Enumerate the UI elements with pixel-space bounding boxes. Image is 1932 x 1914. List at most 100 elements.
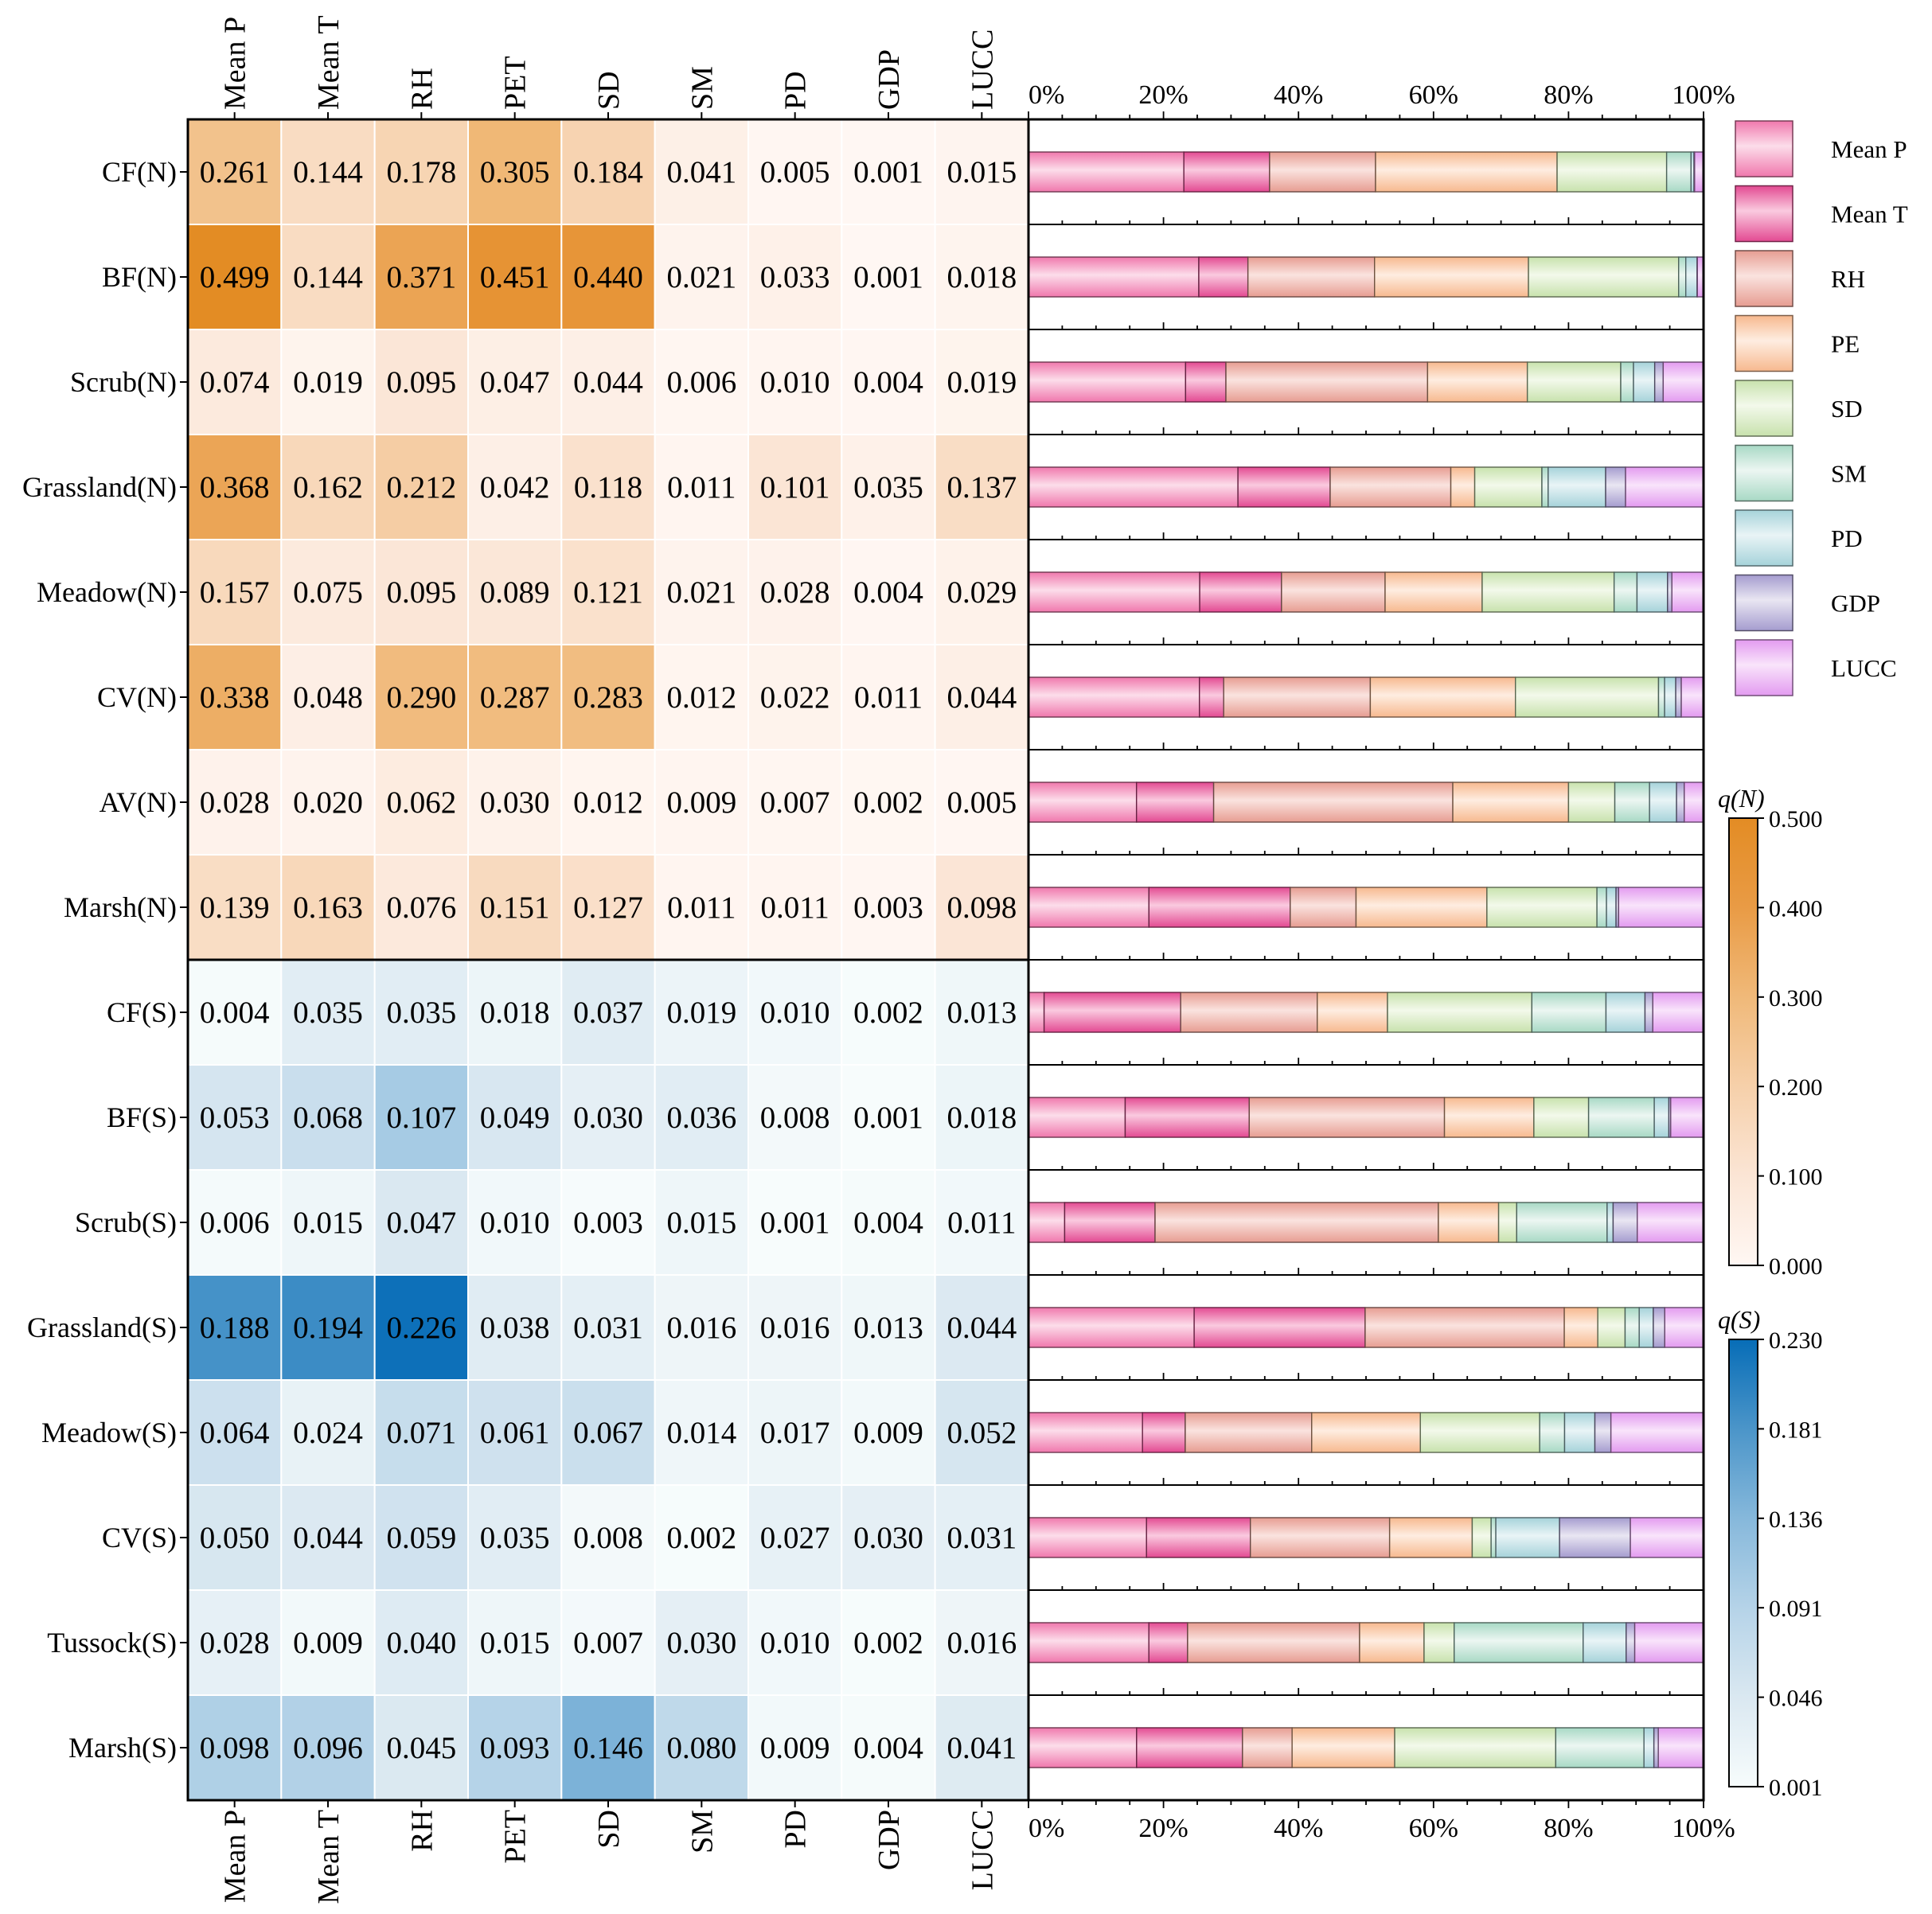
heat-cell-Scrub(S)-PET xyxy=(467,1169,563,1276)
heat-cell-CV(S)-LUCC xyxy=(934,1484,1029,1591)
bar-segment-CV(N)-Mean P xyxy=(1028,676,1200,718)
heat-value: 0.001 xyxy=(760,1206,830,1240)
heat-cell-Scrub(S)-LUCC xyxy=(934,1169,1029,1276)
heat-cell-CF(S)-Mean T xyxy=(280,959,376,1066)
heat-cell-Scrub(N)-RH xyxy=(373,329,469,435)
heat-cell-Tussock(S)-Mean P xyxy=(187,1589,283,1696)
heat-cell-CV(N)-Mean T xyxy=(280,644,376,750)
bar-segment-Meadow(S)-PET xyxy=(1311,1412,1421,1453)
legend-swatch-RH xyxy=(1735,250,1793,307)
bar-segment-Marsh(S)-RH xyxy=(1242,1727,1293,1768)
heat-value: 0.047 xyxy=(386,1206,456,1240)
heat-value: 0.028 xyxy=(200,785,270,820)
heat-value: 0.041 xyxy=(666,155,736,189)
heat-cell-CV(S)-PET xyxy=(467,1484,563,1591)
heat-value: 0.009 xyxy=(760,1731,830,1765)
heat-cell-CV(S)-SD xyxy=(560,1484,656,1591)
heat-value: 0.080 xyxy=(666,1731,736,1765)
bar-segment-Marsh(S)-PET xyxy=(1291,1727,1395,1768)
heat-value: 0.010 xyxy=(760,365,830,400)
bar-segment-Scrub(N)-RH xyxy=(1225,361,1429,403)
heat-value: 0.005 xyxy=(760,155,830,189)
heat-cell-CF(S)-PET xyxy=(467,959,563,1066)
bar-segment-CV(S)-GDP xyxy=(1559,1517,1631,1558)
heat-value: 0.338 xyxy=(200,680,270,715)
bar-segment-Scrub(N)-PET xyxy=(1427,361,1528,403)
heat-value: 0.015 xyxy=(666,1206,736,1240)
heat-value: 0.036 xyxy=(666,1101,736,1135)
row-label: Marsh(N) xyxy=(64,891,177,923)
bar-segment-Grassland(N)-PD xyxy=(1548,466,1606,508)
heat-cell-CV(N)-PET xyxy=(467,644,563,750)
heat-value: 0.184 xyxy=(573,155,643,189)
heat-value: 0.440 xyxy=(573,260,643,294)
heat-cell-Marsh(S)-GDP xyxy=(841,1694,936,1801)
heat-value: 0.029 xyxy=(946,575,1017,610)
heat-cell-BF(N)-Mean P xyxy=(187,224,283,330)
heat-value: 0.044 xyxy=(293,1521,363,1555)
bar-segment-Grassland(N)-Mean P xyxy=(1028,466,1239,508)
heat-value: 0.018 xyxy=(946,1101,1017,1135)
bar-segment-Marsh(S)-Mean T xyxy=(1136,1727,1243,1768)
heat-value: 0.035 xyxy=(480,1521,550,1555)
row-label: Scrub(S) xyxy=(75,1206,177,1238)
bar-segment-CV(S)-PD xyxy=(1495,1517,1560,1558)
bar-segment-Grassland(N)-SM xyxy=(1541,466,1549,508)
legend-label: PD xyxy=(1831,524,1863,552)
column-label-bottom: Mean T xyxy=(312,1810,345,1904)
heat-value: 0.015 xyxy=(946,155,1017,189)
heat-value: 0.011 xyxy=(667,891,736,925)
heat-cell-CV(N)-GDP xyxy=(841,644,936,750)
heat-value: 0.305 xyxy=(480,155,550,189)
heat-value: 0.047 xyxy=(480,365,550,400)
heat-cell-Marsh(N)-RH xyxy=(373,854,469,961)
bar-segment-Marsh(N)-SD xyxy=(1486,887,1598,928)
heat-value: 0.031 xyxy=(946,1521,1017,1555)
heat-cell-Tussock(S)-SM xyxy=(654,1589,750,1696)
heat-value: 0.024 xyxy=(293,1416,363,1450)
percent-tick-label: 80% xyxy=(1544,80,1593,110)
colorbar-ramp xyxy=(1728,817,1758,1266)
heat-cell-Grassland(S)-RH xyxy=(373,1274,469,1381)
bar-segment-AV(N)-PD xyxy=(1649,782,1677,823)
heat-value: 0.006 xyxy=(200,1206,270,1240)
bar-segment-BF(S)-LUCC xyxy=(1670,1097,1704,1138)
bar-segment-CF(N)-LUCC xyxy=(1694,151,1704,193)
bar-segment-Scrub(S)-SM xyxy=(1516,1202,1608,1243)
bar-segment-Meadow(N)-LUCC xyxy=(1671,571,1704,613)
bar-segment-BF(S)-PD xyxy=(1653,1097,1670,1138)
bar-segment-Meadow(N)-SM xyxy=(1613,571,1638,613)
heat-value: 0.098 xyxy=(946,891,1017,925)
heat-cell-Tussock(S)-LUCC xyxy=(934,1589,1029,1696)
heat-value: 0.144 xyxy=(293,260,363,294)
row-label: Scrub(N) xyxy=(70,366,177,398)
bar-segment-CF(S)-GDP xyxy=(1644,992,1653,1033)
bar-segment-CV(N)-Mean T xyxy=(1198,676,1224,718)
heat-value: 0.004 xyxy=(853,575,923,610)
bar-segment-Scrub(N)-PD xyxy=(1633,361,1656,403)
heat-value: 0.093 xyxy=(480,1731,550,1765)
row-label: CF(N) xyxy=(102,156,177,188)
bar-segment-Marsh(S)-GDP xyxy=(1653,1727,1659,1768)
bar-segment-Grassland(N)-Mean T xyxy=(1237,466,1331,508)
heat-value: 0.028 xyxy=(200,1626,270,1660)
heat-value: 0.022 xyxy=(760,680,830,715)
heat-value: 0.006 xyxy=(666,365,736,400)
heat-cell-Meadow(N)-SM xyxy=(654,539,750,645)
bar-segment-Meadow(S)-GDP xyxy=(1594,1412,1612,1453)
heat-cell-CV(N)-RH xyxy=(373,644,469,750)
heat-cell-CV(S)-Mean P xyxy=(187,1484,283,1591)
heat-value: 0.010 xyxy=(480,1206,550,1240)
bar-segment-CV(S)-LUCC xyxy=(1630,1517,1704,1558)
heat-cell-CF(N)-Mean T xyxy=(280,119,376,225)
heat-value: 0.076 xyxy=(386,891,456,925)
bar-segment-Meadow(N)-Mean T xyxy=(1199,571,1282,613)
bar-segment-Scrub(S)-Mean P xyxy=(1028,1202,1066,1243)
heat-value: 0.004 xyxy=(853,1731,923,1765)
stacked-bar-panel xyxy=(1028,151,1704,1768)
heat-cell-Scrub(N)-Mean P xyxy=(187,329,283,435)
heat-value: 0.002 xyxy=(853,785,923,820)
percent-tick-label: 100% xyxy=(1672,80,1735,110)
bar-segment-Meadow(N)-PET xyxy=(1384,571,1483,613)
bar-segment-CV(N)-GDP xyxy=(1675,676,1682,718)
